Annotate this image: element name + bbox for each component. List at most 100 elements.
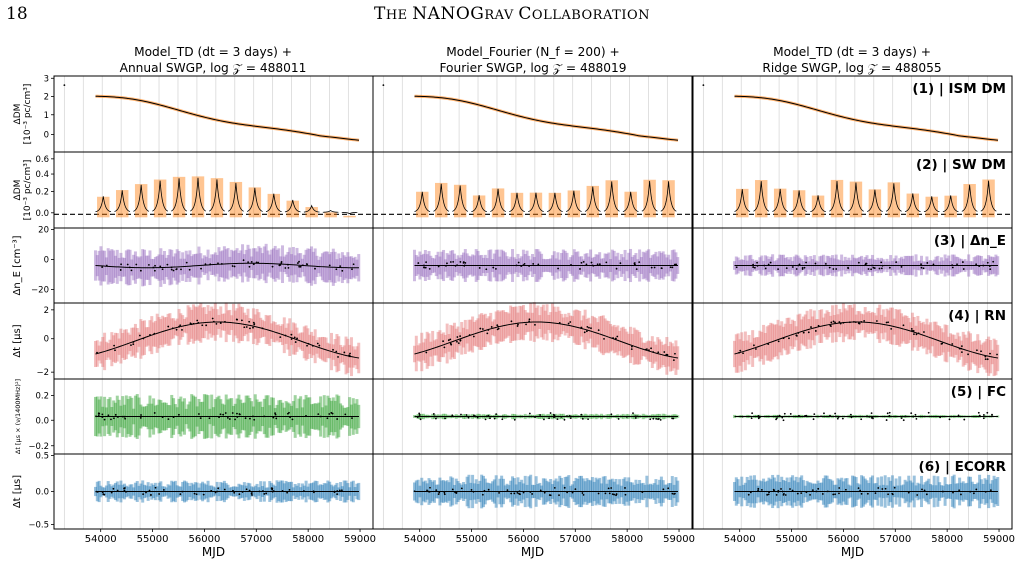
data-point	[211, 317, 214, 320]
data-point	[202, 493, 205, 496]
data-point	[489, 417, 491, 420]
data-point	[834, 415, 837, 418]
data-point	[920, 263, 922, 266]
data-point	[113, 344, 116, 347]
data-point	[791, 266, 794, 268]
x-tick-label: 54000	[85, 534, 117, 545]
data-point	[821, 493, 824, 495]
data-point	[467, 416, 470, 419]
data-point	[444, 417, 446, 420]
data-point	[878, 267, 881, 270]
data-point	[149, 493, 152, 496]
data-point	[247, 261, 250, 264]
data-point	[534, 323, 536, 326]
panel-r5-c2	[372, 378, 693, 455]
data-point	[778, 414, 781, 417]
uncertainty-band	[453, 184, 467, 218]
model-curve	[414, 95, 679, 141]
data-point	[803, 266, 806, 269]
uncertainty-band	[605, 180, 618, 218]
data-point	[580, 327, 582, 329]
panel-r2-c2	[372, 151, 693, 229]
data-point	[449, 261, 452, 263]
data-point	[443, 493, 446, 496]
data-point	[795, 268, 798, 270]
data-point	[290, 333, 293, 336]
uncertainty-band	[586, 185, 600, 218]
data-point	[490, 326, 493, 328]
data-point	[510, 320, 513, 323]
data-point	[298, 260, 300, 263]
data-point	[236, 412, 238, 415]
data-point	[423, 266, 425, 269]
data-point	[149, 334, 151, 336]
data-point	[608, 492, 611, 495]
data-point	[299, 265, 302, 268]
data-point	[460, 413, 462, 416]
data-point	[279, 336, 282, 339]
model-curve	[810, 195, 826, 213]
data-point	[742, 352, 744, 355]
data-point	[960, 351, 963, 354]
data-point	[200, 267, 202, 270]
data-point	[210, 489, 213, 492]
data-point	[649, 418, 652, 421]
data-point	[275, 417, 278, 420]
data-point	[288, 488, 291, 491]
data-point	[351, 417, 353, 420]
data-point	[834, 321, 836, 324]
data-point	[902, 419, 905, 422]
data-point	[215, 322, 218, 325]
data-point	[446, 262, 448, 265]
y-tick-label: 0	[44, 256, 49, 266]
data-point	[249, 327, 251, 330]
data-point	[352, 263, 355, 266]
data-point	[236, 416, 239, 418]
data-point	[910, 412, 913, 415]
data-point	[517, 261, 520, 264]
data-point	[857, 487, 860, 490]
data-point	[337, 356, 339, 358]
running-head: THE NANOGRAV COLLABORATION	[0, 4, 1024, 24]
data-point	[245, 326, 248, 328]
data-point	[280, 260, 283, 263]
data-point	[314, 267, 316, 270]
data-point	[116, 416, 119, 418]
y-tick-label: 2	[44, 306, 49, 316]
data-point	[553, 416, 556, 418]
data-point	[590, 261, 593, 264]
data-point	[294, 341, 297, 343]
panel-r4-c1: 2 0 −2 Δt [μs]	[12, 302, 374, 380]
data-point	[874, 492, 877, 495]
uncertainty-band	[267, 193, 281, 218]
data-point	[641, 491, 644, 494]
data-point	[496, 324, 499, 327]
data-point	[484, 418, 487, 421]
data-point	[860, 418, 863, 421]
data-point	[568, 414, 571, 417]
data-point	[528, 412, 531, 415]
data-point	[976, 349, 978, 352]
data-point	[130, 269, 133, 272]
data-point	[531, 493, 534, 495]
data-point	[284, 334, 287, 337]
data-point	[298, 265, 301, 268]
data-point	[893, 486, 896, 489]
model-curve	[433, 183, 450, 212]
data-point	[812, 418, 815, 421]
data-point	[836, 417, 839, 420]
x-tick-label: 58000	[611, 534, 643, 545]
data-point	[671, 492, 674, 495]
data-point	[634, 417, 637, 419]
data-point	[617, 418, 620, 420]
model-curve	[190, 177, 206, 212]
data-point	[153, 332, 156, 335]
data-point	[834, 412, 837, 415]
data-point	[863, 319, 866, 322]
data-point	[652, 351, 654, 353]
uncertainty-band	[736, 188, 749, 218]
data-point	[462, 261, 465, 264]
data-point	[483, 489, 486, 492]
data-point	[552, 413, 555, 416]
data-point	[914, 413, 917, 416]
